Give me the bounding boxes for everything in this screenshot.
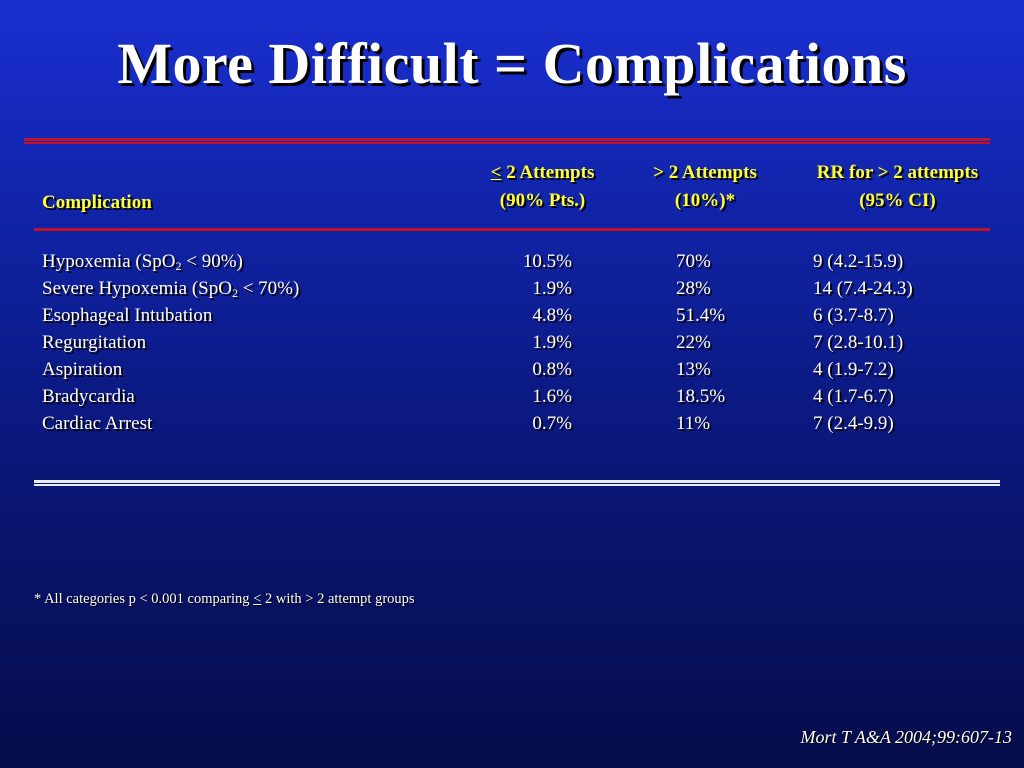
rr-value: 14 (7.4-24.3) bbox=[813, 278, 913, 299]
lte2-value: 1.9% bbox=[532, 332, 572, 353]
rr-column: 9 (4.2-15.9) 14 (7.4-24.3) 6 (3.7-8.7) 7… bbox=[813, 248, 913, 437]
complication-column: Hypoxemia (SpO2 < 90%) Severe Hypoxemia … bbox=[42, 248, 299, 437]
gt2-value: 11% bbox=[676, 413, 711, 434]
lte2-value: 0.7% bbox=[532, 413, 572, 434]
header-relative-risk: RR for > 2 attempts (95% CI) bbox=[795, 159, 1000, 215]
lte2-value: 10.5% bbox=[522, 251, 572, 272]
header-lte2-line2: (90% Pts.) bbox=[499, 190, 586, 211]
header-gt2-line1: > 2 Attempts bbox=[653, 162, 757, 183]
header-rr-line2: (95% CI) bbox=[859, 190, 936, 211]
gt2-value: 51.4% bbox=[676, 305, 726, 326]
gt2-value: 13% bbox=[676, 359, 711, 380]
citation: Mort T A&A 2004;99:607-13 bbox=[800, 727, 1012, 747]
complication-name: Aspiration bbox=[42, 359, 123, 380]
lte2-value: 4.8% bbox=[532, 305, 572, 326]
lte2-column: 10.5% 1.9% 4.8% 1.9% 0.8% 1.6% 0.7% bbox=[480, 248, 572, 437]
complication-name: Hypoxemia (SpO2 < 90%) bbox=[42, 251, 243, 273]
top-divider bbox=[24, 138, 990, 144]
header-gt2-attempts: > 2 Attempts (10%)* bbox=[630, 159, 780, 215]
slide-title: More Difficult = Complications bbox=[117, 31, 907, 96]
rr-value: 6 (3.7-8.7) bbox=[813, 305, 894, 326]
complication-name: Esophageal Intubation bbox=[42, 305, 213, 326]
rr-value: 4 (1.7-6.7) bbox=[813, 386, 894, 407]
lte-symbol: < bbox=[253, 591, 262, 607]
header-lte2-line1: 2 Attempts bbox=[501, 162, 595, 183]
gt2-value: 22% bbox=[676, 332, 711, 353]
footnote: * All categories p < 0.001 comparing < 2… bbox=[34, 591, 415, 607]
gt2-value: 28% bbox=[676, 278, 711, 299]
complication-name: Cardiac Arrest bbox=[42, 413, 153, 434]
bottom-divider bbox=[34, 480, 1000, 486]
gt2-column: 70% 28% 51.4% 22% 13% 18.5% 11% bbox=[676, 248, 725, 437]
header-rr-line1: RR for > 2 attempts bbox=[816, 162, 979, 183]
rr-value: 4 (1.9-7.2) bbox=[813, 359, 894, 380]
lte2-value: 1.9% bbox=[532, 278, 572, 299]
header-divider bbox=[34, 228, 990, 231]
complication-name: Bradycardia bbox=[42, 386, 135, 407]
complication-name: Severe Hypoxemia (SpO2 < 70%) bbox=[42, 278, 300, 300]
gt2-value: 70% bbox=[676, 251, 711, 272]
rr-value: 9 (4.2-15.9) bbox=[813, 251, 904, 272]
rr-value: 7 (2.4-9.9) bbox=[813, 413, 894, 434]
gt2-value: 18.5% bbox=[676, 386, 726, 407]
header-complication: Complication bbox=[42, 192, 152, 213]
header-lte2-attempts: < 2 Attempts (90% Pts.) bbox=[470, 159, 615, 215]
header-gt2-line2: (10%)* bbox=[674, 190, 736, 211]
complication-name: Regurgitation bbox=[42, 332, 147, 353]
lte2-value: 1.6% bbox=[532, 386, 572, 407]
rr-value: 7 (2.8-10.1) bbox=[813, 332, 904, 353]
lte-symbol: < bbox=[490, 162, 502, 183]
lte2-value: 0.8% bbox=[532, 359, 572, 380]
